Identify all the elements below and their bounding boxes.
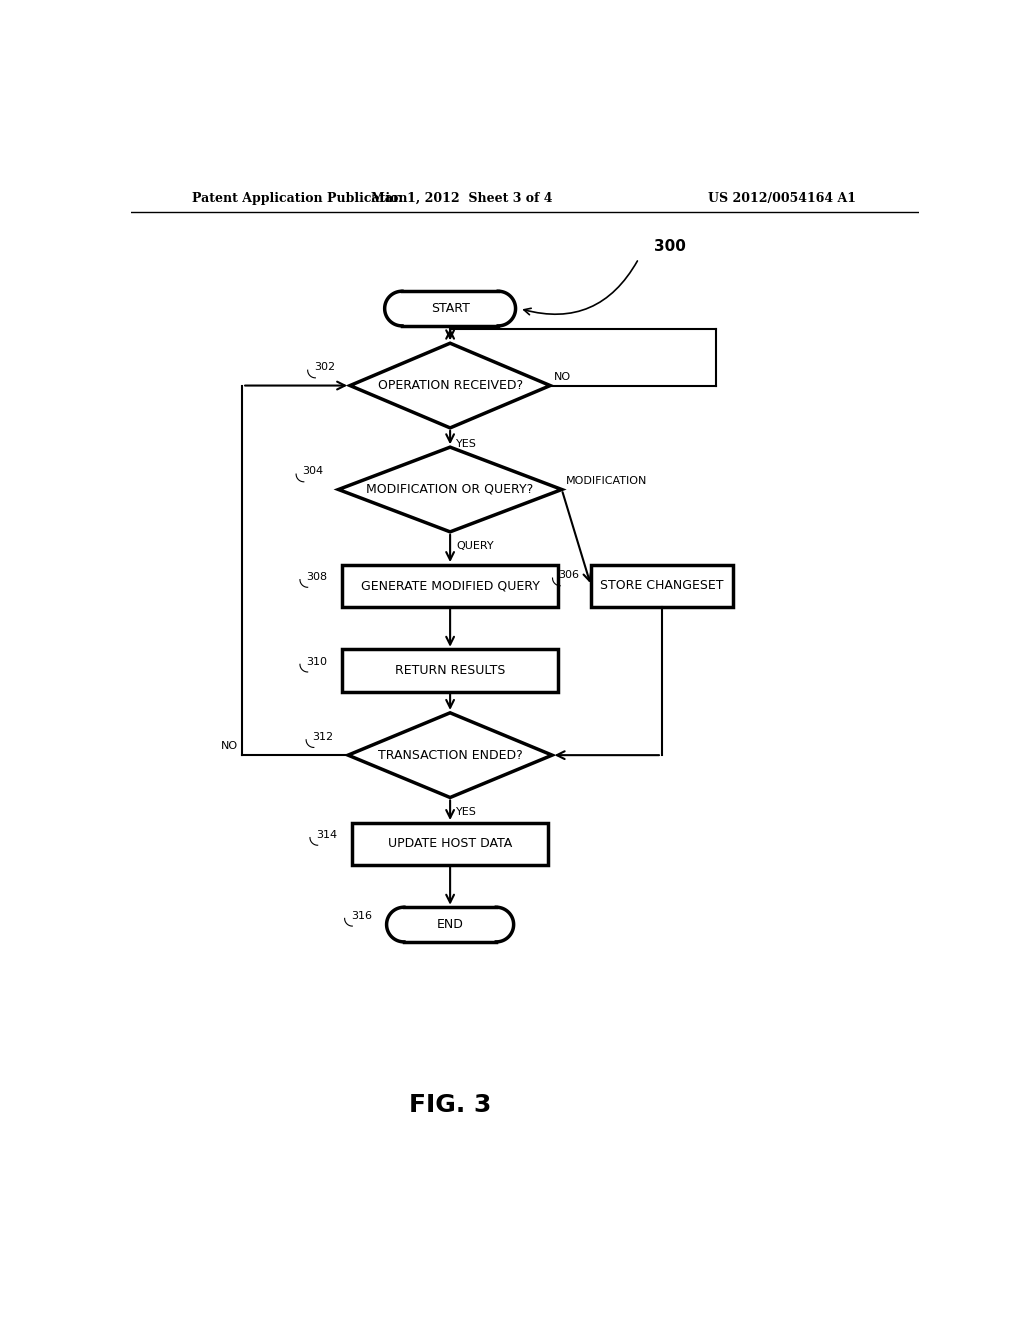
- Text: YES: YES: [457, 807, 477, 817]
- Bar: [342, 649, 558, 692]
- Text: NO: NO: [554, 372, 571, 381]
- Text: Patent Application Publication: Patent Application Publication: [193, 191, 408, 205]
- Text: TRANSACTION ENDED?: TRANSACTION ENDED?: [378, 748, 522, 762]
- Text: QUERY: QUERY: [457, 541, 494, 550]
- Text: MODIFICATION OR QUERY?: MODIFICATION OR QUERY?: [367, 483, 534, 496]
- Text: FIG. 3: FIG. 3: [409, 1093, 492, 1118]
- Wedge shape: [499, 292, 515, 326]
- Text: 314: 314: [316, 830, 337, 840]
- Text: 304: 304: [302, 466, 324, 477]
- Bar: [342, 565, 558, 607]
- Polygon shape: [348, 713, 552, 797]
- Text: 316: 316: [351, 911, 372, 920]
- Polygon shape: [350, 343, 550, 428]
- Text: STORE CHANGESET: STORE CHANGESET: [600, 579, 724, 593]
- Wedge shape: [385, 292, 402, 326]
- Text: START: START: [431, 302, 470, 315]
- Text: OPERATION RECEIVED?: OPERATION RECEIVED?: [378, 379, 522, 392]
- Text: 308: 308: [306, 572, 328, 582]
- FancyBboxPatch shape: [403, 907, 497, 942]
- Text: 306: 306: [559, 570, 580, 581]
- Wedge shape: [387, 907, 403, 942]
- Text: Mar. 1, 2012  Sheet 3 of 4: Mar. 1, 2012 Sheet 3 of 4: [371, 191, 552, 205]
- Wedge shape: [497, 907, 514, 942]
- Text: US 2012/0054164 A1: US 2012/0054164 A1: [708, 191, 856, 205]
- Text: YES: YES: [457, 440, 477, 449]
- Text: 310: 310: [306, 656, 327, 667]
- Bar: [591, 565, 733, 607]
- Text: 300: 300: [654, 239, 686, 255]
- Text: RETURN RESULTS: RETURN RESULTS: [395, 664, 505, 677]
- Text: END: END: [436, 917, 464, 931]
- Text: NO: NO: [221, 742, 239, 751]
- Text: MODIFICATION: MODIFICATION: [565, 475, 647, 486]
- Polygon shape: [339, 447, 562, 532]
- Text: GENERATE MODIFIED QUERY: GENERATE MODIFIED QUERY: [360, 579, 540, 593]
- Text: 302: 302: [313, 363, 335, 372]
- Text: UPDATE HOST DATA: UPDATE HOST DATA: [388, 837, 512, 850]
- Bar: [352, 822, 548, 865]
- Text: 312: 312: [312, 733, 334, 742]
- FancyBboxPatch shape: [402, 292, 499, 326]
